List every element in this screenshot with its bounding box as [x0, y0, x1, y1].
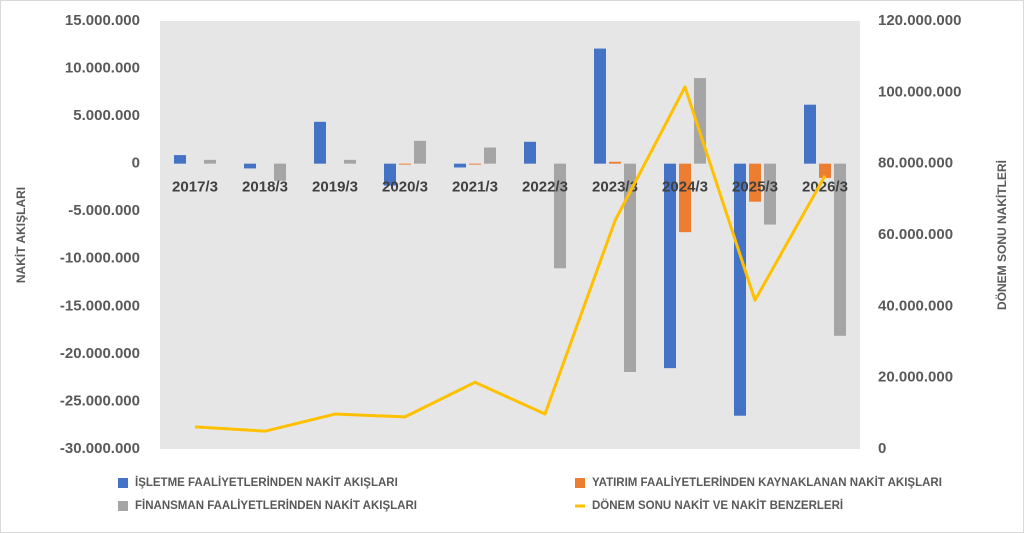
bar — [749, 163, 761, 202]
y2-tick-label: 100.000.000 — [878, 83, 961, 100]
legend-swatch — [118, 478, 128, 488]
bar — [399, 163, 411, 165]
bar — [624, 163, 636, 372]
bar — [819, 163, 831, 178]
bar — [274, 163, 286, 181]
y-tick-label: 0 — [132, 155, 140, 172]
bar — [594, 48, 606, 164]
x-tick-label: 2024/3 — [662, 179, 708, 196]
y-axis-label: NAKİT AKIŞLARI — [13, 187, 28, 283]
bar — [314, 121, 326, 164]
legend-label: İŞLETME FAALİYETLERİNDEN NAKİT AKIŞLARI — [135, 476, 398, 489]
x-tick-label: 2023/3 — [592, 179, 638, 196]
legend-label: DÖNEM SONU NAKİT VE NAKİT BENZERLERİ — [592, 499, 843, 512]
bar — [664, 163, 676, 369]
bar — [204, 159, 216, 164]
x-tick-label: 2022/3 — [522, 179, 568, 196]
x-tick-label: 2020/3 — [382, 179, 428, 196]
x-tick-label: 2025/3 — [732, 179, 778, 196]
y-tick-label: -20.000.000 — [60, 345, 140, 362]
y-tick-label: -30.000.000 — [60, 440, 140, 457]
y-tick-label: -15.000.000 — [60, 297, 140, 314]
bar — [244, 163, 256, 169]
x-tick-label: 2017/3 — [172, 179, 218, 196]
x-tick-label: 2026/3 — [802, 179, 848, 196]
y-tick-label: 10.000.000 — [65, 60, 140, 77]
bar — [554, 163, 566, 269]
y2-tick-label: 0 — [878, 440, 886, 457]
x-tick-label: 2019/3 — [312, 179, 358, 196]
bar — [174, 155, 186, 164]
bar — [484, 147, 496, 164]
y2-tick-label: 20.000.000 — [878, 369, 953, 386]
line — [194, 85, 827, 433]
bar — [344, 159, 356, 164]
legend-label: YATIRIM FAALİYETLERİNDEN KAYNAKLANAN NAK… — [592, 476, 942, 489]
y2-tick-label: 40.000.000 — [878, 297, 953, 314]
bar — [764, 163, 776, 225]
y-tick-label: 5.000.000 — [73, 107, 140, 124]
plot-area — [160, 21, 860, 449]
legend-swatch — [575, 478, 585, 488]
x-tick-label: 2018/3 — [242, 179, 288, 196]
bar — [384, 163, 396, 186]
y2-tick-label: 80.000.000 — [878, 155, 953, 172]
bar — [834, 163, 846, 336]
x-tick-label: 2021/3 — [452, 179, 498, 196]
y2-tick-label: 120.000.000 — [878, 12, 961, 29]
y2-tick-label: 60.000.000 — [878, 226, 953, 243]
legend-swatch — [118, 501, 128, 511]
bar — [609, 161, 621, 164]
y-tick-label: -10.000.000 — [60, 250, 140, 267]
bar — [454, 163, 466, 168]
legend-label: FİNANSMAN FAALİYETLERİNDEN NAKİT AKIŞLAR… — [135, 499, 417, 512]
bar — [469, 163, 481, 165]
bar — [804, 104, 816, 164]
y-tick-label: -5.000.000 — [68, 202, 140, 219]
bar — [414, 140, 426, 164]
y-tick-label: -25.000.000 — [60, 392, 140, 409]
bar — [524, 141, 536, 164]
bar — [679, 163, 691, 233]
y-tick-label: 15.000.000 — [65, 12, 140, 29]
y2-axis-label: DÖNEM SONU NAKİTLERİ — [994, 160, 1009, 310]
bar — [734, 163, 746, 416]
